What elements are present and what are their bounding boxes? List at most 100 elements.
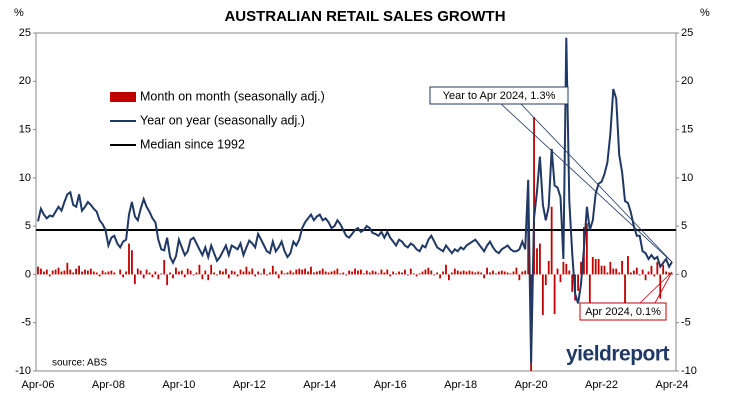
bar: [368, 272, 371, 275]
bar: [310, 266, 312, 275]
bar: [459, 271, 462, 275]
bar: [172, 274, 174, 279]
bar: [588, 274, 591, 317]
bar: [342, 272, 345, 275]
bar: [251, 268, 254, 275]
bar: [398, 271, 400, 275]
bar: [336, 268, 339, 275]
y-tick-label: -5: [21, 317, 31, 329]
bar: [500, 270, 503, 275]
bar: [286, 272, 289, 275]
bar: [597, 258, 600, 275]
bar: [236, 274, 239, 277]
y2-tick-label: -5: [681, 317, 691, 329]
bar: [86, 270, 89, 275]
y2-tick-label: 20: [681, 75, 693, 87]
bar: [151, 274, 154, 278]
bar: [536, 248, 538, 275]
bar: [177, 271, 180, 275]
bar: [489, 272, 491, 275]
bar: [339, 273, 342, 275]
y2-tick-label: 0: [681, 268, 687, 280]
bar: [515, 267, 518, 275]
bar: [374, 271, 377, 275]
bar: [113, 272, 116, 275]
y2-tick-label: 25: [681, 27, 693, 39]
bar: [424, 269, 427, 275]
bar: [547, 260, 550, 275]
bar: [377, 273, 380, 275]
bar: [471, 271, 474, 275]
bar: [133, 274, 136, 285]
bar: [418, 273, 421, 275]
bar: [594, 258, 597, 275]
bar: [533, 117, 535, 275]
bar: [268, 272, 271, 275]
bar: [621, 260, 624, 275]
x-tick-label: Apr-20: [515, 379, 548, 391]
bar: [656, 261, 659, 275]
bar: [257, 271, 260, 275]
bar: [348, 270, 351, 275]
bar: [60, 271, 63, 275]
bar: [72, 272, 75, 275]
bar: [483, 274, 486, 279]
bar: [54, 269, 57, 275]
bar: [541, 274, 544, 315]
bar: [274, 271, 277, 275]
bar: [280, 270, 283, 275]
bar: [166, 274, 169, 286]
bar: [327, 272, 330, 275]
bar: [37, 266, 39, 275]
y-axis-label: %: [14, 7, 24, 19]
bar: [539, 243, 541, 275]
bar: [436, 272, 439, 275]
bar: [497, 271, 500, 275]
bar: [324, 271, 327, 275]
x-tick-label: Apr-18: [444, 379, 477, 391]
callout-line: [639, 271, 673, 304]
bar: [395, 273, 397, 275]
bar: [84, 269, 86, 275]
bar: [189, 270, 192, 275]
bar: [292, 272, 295, 275]
bar: [145, 269, 148, 275]
bar: [477, 271, 480, 275]
bar: [641, 269, 644, 275]
bar: [668, 272, 670, 275]
bar: [122, 274, 125, 278]
x-tick-label: Apr-10: [162, 379, 195, 391]
bar: [580, 261, 582, 275]
y2-tick-label: 10: [681, 172, 693, 184]
bar: [224, 268, 227, 275]
bar: [650, 265, 653, 275]
bar: [242, 271, 245, 275]
bar: [42, 271, 45, 275]
bar: [131, 250, 133, 275]
bar: [365, 270, 368, 275]
bar: [304, 268, 307, 275]
bar: [465, 271, 468, 275]
legend-label: Month on month (seasonally adj.): [140, 89, 325, 103]
x-tick-label: Apr-16: [374, 379, 407, 391]
bar: [406, 274, 409, 276]
plot-frame: [35, 32, 677, 372]
bar: [69, 269, 72, 275]
bar: [612, 268, 615, 275]
bar: [180, 270, 183, 275]
bar: [245, 266, 248, 275]
bar: [371, 270, 374, 275]
bar: [577, 274, 579, 291]
bar: [638, 274, 641, 276]
bar: [89, 268, 92, 275]
bar: [380, 269, 383, 275]
bar: [403, 269, 406, 275]
bar: [559, 274, 562, 283]
bar: [210, 264, 213, 275]
bar: [110, 270, 113, 275]
bar: [462, 270, 465, 275]
bar: [45, 269, 48, 275]
bar: [600, 265, 603, 275]
bar: [412, 273, 415, 275]
